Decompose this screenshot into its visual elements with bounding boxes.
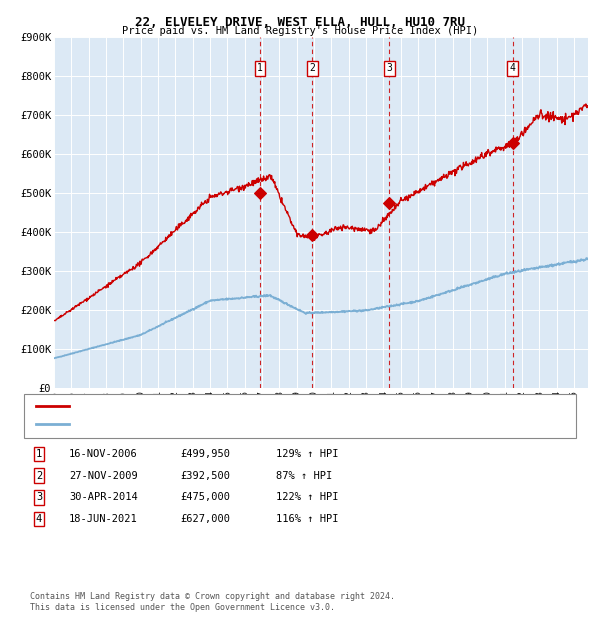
Text: £475,000: £475,000 bbox=[180, 492, 230, 502]
Text: 3: 3 bbox=[36, 492, 42, 502]
Point bbox=[508, 138, 518, 148]
Text: 2: 2 bbox=[36, 471, 42, 480]
Point bbox=[255, 188, 265, 198]
Text: 87% ↑ HPI: 87% ↑ HPI bbox=[276, 471, 332, 480]
Text: 129% ↑ HPI: 129% ↑ HPI bbox=[276, 449, 338, 459]
Text: 122% ↑ HPI: 122% ↑ HPI bbox=[276, 492, 338, 502]
Text: £627,000: £627,000 bbox=[180, 514, 230, 524]
Text: 1: 1 bbox=[257, 63, 263, 73]
Text: 116% ↑ HPI: 116% ↑ HPI bbox=[276, 514, 338, 524]
Text: 4: 4 bbox=[510, 63, 515, 73]
Text: 16-NOV-2006: 16-NOV-2006 bbox=[69, 449, 138, 459]
Text: 2: 2 bbox=[310, 63, 315, 73]
Text: 18-JUN-2021: 18-JUN-2021 bbox=[69, 514, 138, 524]
Text: £499,950: £499,950 bbox=[180, 449, 230, 459]
Point bbox=[308, 230, 317, 240]
Text: 30-APR-2014: 30-APR-2014 bbox=[69, 492, 138, 502]
Text: 22, ELVELEY DRIVE, WEST ELLA, HULL, HU10 7RU: 22, ELVELEY DRIVE, WEST ELLA, HULL, HU10… bbox=[135, 16, 465, 29]
Text: 22, ELVELEY DRIVE, WEST ELLA, HULL, HU10 7RU (detached house): 22, ELVELEY DRIVE, WEST ELLA, HULL, HU10… bbox=[73, 401, 431, 411]
Text: 3: 3 bbox=[386, 63, 392, 73]
Text: Price paid vs. HM Land Registry's House Price Index (HPI): Price paid vs. HM Land Registry's House … bbox=[122, 26, 478, 36]
Text: £392,500: £392,500 bbox=[180, 471, 230, 480]
Text: HPI: Average price, detached house, East Riding of Yorkshire: HPI: Average price, detached house, East… bbox=[73, 419, 426, 429]
Text: 1: 1 bbox=[36, 449, 42, 459]
Point bbox=[385, 198, 394, 208]
Text: 4: 4 bbox=[36, 514, 42, 524]
Text: 27-NOV-2009: 27-NOV-2009 bbox=[69, 471, 138, 480]
Text: Contains HM Land Registry data © Crown copyright and database right 2024.
This d: Contains HM Land Registry data © Crown c… bbox=[30, 592, 395, 611]
